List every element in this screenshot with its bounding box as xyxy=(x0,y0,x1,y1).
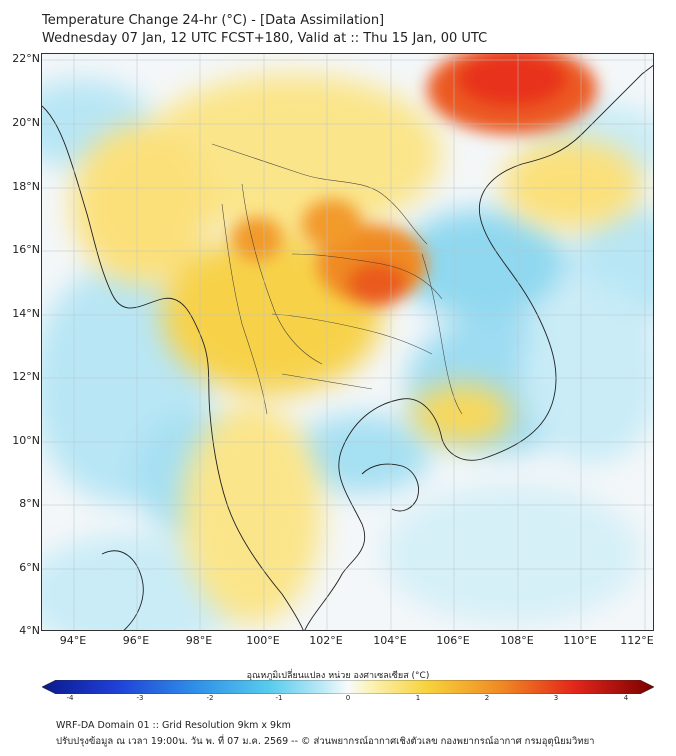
lat-label-16: 16°N xyxy=(12,243,40,256)
lon-label-102: 102°E xyxy=(309,634,343,647)
lat-label-20: 20°N xyxy=(12,116,40,129)
lon-label-98: 98°E xyxy=(185,634,213,647)
coastline-gulf xyxy=(361,463,419,512)
cool-area-laos-vietnam xyxy=(397,209,567,319)
colorbar-tick-neg2: -2 xyxy=(206,694,214,702)
colorbar-tick-1: 1 xyxy=(415,694,421,702)
graticule xyxy=(42,54,653,630)
coastline-sumatra xyxy=(101,550,144,630)
lat-label-12: 12°N xyxy=(12,370,40,383)
lon-label-100: 100°E xyxy=(246,634,280,647)
coastlines xyxy=(42,64,653,630)
colorbar-tick-2: 2 xyxy=(484,694,490,702)
chart-subtitle: Wednesday 07 Jan, 12 UTC FCST+180, Valid… xyxy=(42,31,488,46)
border-line-4 xyxy=(271,313,433,355)
temperature-map xyxy=(41,53,654,631)
hot-core-isan xyxy=(347,262,407,306)
lon-label-104: 104°E xyxy=(373,634,407,647)
hot-core-north-vietnam xyxy=(457,54,567,107)
lat-label-14: 14°N xyxy=(12,307,40,320)
colorbar-tick-0: 0 xyxy=(345,694,351,702)
admin-borders xyxy=(211,143,463,415)
warm-area-myanmar-west xyxy=(72,124,212,284)
lat-label-8: 8°N xyxy=(19,497,40,510)
colorbar-tick-neg3: -3 xyxy=(136,694,144,702)
colorbar-title: อุณหภูมิเปลี่ยนแปลง หน่วย องศาเซลเซียส (… xyxy=(246,671,430,681)
lat-label-6: 6°N xyxy=(19,561,40,574)
footer-model-info: WRF-DA Domain 01 :: Grid Resolution 9km … xyxy=(56,720,291,731)
colorbar-tick-neg1: -1 xyxy=(275,694,283,702)
lon-label-96: 96°E xyxy=(122,634,150,647)
lat-label-18: 18°N xyxy=(12,180,40,193)
colorbar-tick-4: 4 xyxy=(623,694,629,702)
warm-area-peninsula xyxy=(182,404,322,624)
warm-area-northeast xyxy=(502,139,642,229)
lat-label-10: 10°N xyxy=(12,434,40,447)
lon-label-110: 110°E xyxy=(563,634,597,647)
border-line-2 xyxy=(241,183,323,365)
chart-title: Temperature Change 24-hr (°C) - [Data As… xyxy=(42,13,385,28)
lat-label-22: 22°N xyxy=(12,52,40,65)
lon-label-106: 106°E xyxy=(436,634,470,647)
coastline-east xyxy=(304,64,653,630)
hot-area-laos xyxy=(302,199,362,249)
coastline-west xyxy=(42,105,304,630)
hot-anomaly-field xyxy=(232,54,597,306)
colorbar-tick-3: 3 xyxy=(553,694,559,702)
border-line-3 xyxy=(291,253,443,300)
hot-area-west xyxy=(232,217,282,261)
lon-label-108: 108°E xyxy=(500,634,534,647)
border-line-1 xyxy=(211,143,428,245)
footer-credit: ปรับปรุงข้อมูล ณ เวลา 19:00น. วัน พ. ที่… xyxy=(56,736,595,747)
warm-area-north xyxy=(142,74,442,234)
colorbar xyxy=(42,680,654,694)
lat-label-4: 4°N xyxy=(19,624,40,637)
colorbar-tick-neg4: -4 xyxy=(66,694,74,702)
lon-label-94: 94°E xyxy=(59,634,87,647)
lon-label-112: 112°E xyxy=(620,634,654,647)
colorbar-fill xyxy=(42,680,654,694)
map-canvas xyxy=(42,54,653,630)
border-line-7 xyxy=(221,203,268,415)
cool-area-scs-mid xyxy=(522,284,653,464)
cool-area-se xyxy=(382,484,642,624)
